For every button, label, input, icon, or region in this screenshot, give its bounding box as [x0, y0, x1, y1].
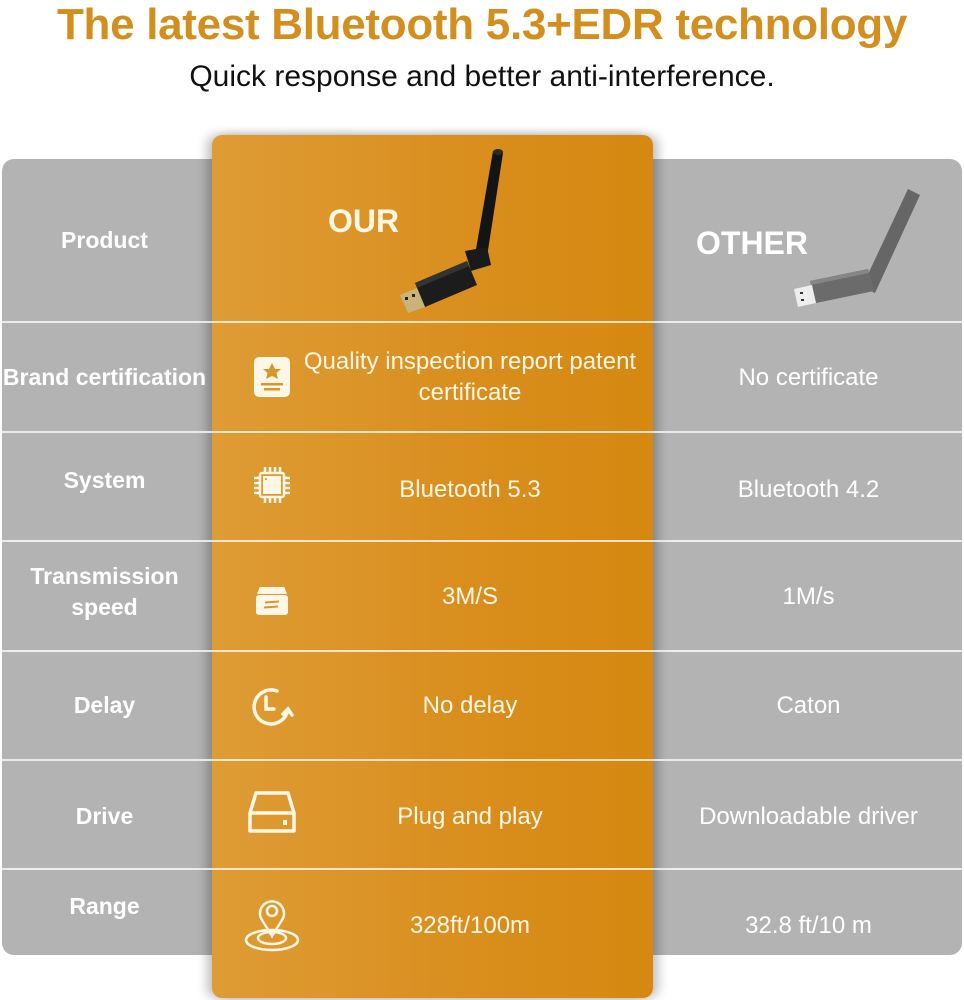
- row-label-drive: Drive: [75, 803, 134, 829]
- row-label-range: Range: [69, 893, 140, 919]
- row-label-transmission-speed: Transmission speed: [30, 563, 179, 620]
- ours-transmission-speed-value: 3M/S: [441, 582, 498, 610]
- ours-brand-certification-value: Quality inspection report patent certifi…: [303, 348, 637, 406]
- row-divider: [2, 759, 962, 761]
- clock-refresh-icon: [244, 679, 300, 735]
- other-transmission-speed-value: 1M/s: [782, 582, 835, 610]
- row-divider: [2, 321, 962, 323]
- other-range-value: 32.8 ft/10 m: [745, 911, 872, 939]
- hard-drive-icon: [244, 785, 300, 841]
- other-system-value: Bluetooth 4.2: [737, 476, 880, 503]
- other-delay-value: Caton: [776, 692, 841, 719]
- column-header-other: OTHER: [696, 225, 808, 261]
- ours-system-value: Bluetooth 5.3: [399, 476, 541, 503]
- row-divider: [2, 868, 962, 870]
- column-header-ours: OUR: [328, 203, 400, 239]
- row-label-product: Product: [61, 226, 148, 253]
- other-brand-certification-value: No certificate: [738, 363, 879, 391]
- chip-icon: [244, 457, 300, 513]
- row-divider: [2, 540, 962, 542]
- location-pin-icon: [240, 896, 304, 954]
- ours-drive-value: Plug and play: [397, 803, 543, 830]
- row-divider: [2, 650, 962, 652]
- row-label-system: System: [63, 467, 146, 493]
- row-divider: [2, 431, 962, 433]
- other-usb-dongle-image: [794, 189, 920, 307]
- page-subtitle: Quick response and better anti-interfere…: [189, 60, 775, 93]
- certificate-icon: [244, 349, 300, 405]
- ours-range-value: 328ft/100m: [409, 911, 531, 939]
- ours-delay-value: No delay: [422, 692, 518, 719]
- our-usb-dongle-image: [400, 149, 503, 313]
- other-drive-value: Downloadable driver: [699, 803, 918, 830]
- archive-box-icon: [244, 573, 300, 629]
- row-label-delay: Delay: [73, 692, 136, 718]
- page-title: The latest Bluetooth 5.3+EDR technology: [56, 0, 908, 49]
- row-label-brand-certification: Brand certification: [2, 363, 207, 390]
